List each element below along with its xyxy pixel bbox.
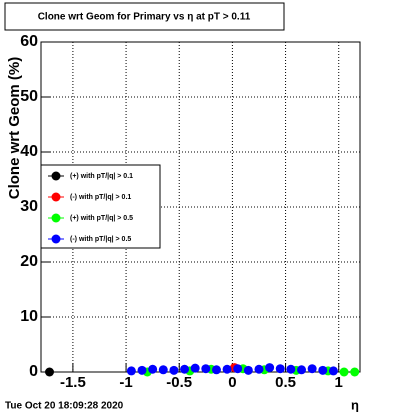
legend-label: (+) with pT/|q| > 0.5 xyxy=(70,215,133,222)
legend-marker xyxy=(51,234,61,244)
marker xyxy=(328,366,338,376)
legend-label: (-) with pT/|q| > 0.5 xyxy=(70,236,131,243)
y-tick-label: 10 xyxy=(20,308,38,325)
marker xyxy=(275,364,285,374)
marker xyxy=(339,367,349,377)
x-tick-label: -0.5 xyxy=(166,374,192,391)
y-tick-label: 60 xyxy=(20,33,38,50)
marker xyxy=(243,365,253,375)
marker xyxy=(148,364,158,374)
x-tick-label: 0.5 xyxy=(275,374,296,391)
marker xyxy=(233,364,243,374)
marker xyxy=(211,365,221,375)
x-tick-label: -1.5 xyxy=(60,374,86,391)
chart-title: Clone wrt Geom for Primary vs η at pT > … xyxy=(38,12,251,23)
marker xyxy=(318,365,328,375)
y-tick-label: 30 xyxy=(20,198,38,215)
marker xyxy=(158,365,168,375)
title-box xyxy=(4,2,285,31)
x-axis-label: η xyxy=(351,397,359,412)
marker xyxy=(222,364,232,374)
marker xyxy=(180,364,190,374)
legend-label: (+) with pT/|q| > 0.1 xyxy=(70,173,133,180)
y-axis-label: Clone wrt Geom (%) xyxy=(6,57,23,200)
marker xyxy=(201,364,211,374)
legend-box xyxy=(40,164,161,249)
marker xyxy=(350,367,360,377)
y-tick-label: 20 xyxy=(20,253,38,270)
marker xyxy=(169,365,179,375)
y-tick-label: 40 xyxy=(20,143,38,160)
marker xyxy=(297,365,307,375)
marker xyxy=(126,366,136,376)
marker xyxy=(137,365,147,375)
marker xyxy=(254,364,264,374)
legend-marker xyxy=(51,171,61,181)
marker xyxy=(265,363,275,373)
x-tick-label: -1 xyxy=(119,374,132,391)
marker xyxy=(286,364,296,374)
marker xyxy=(307,364,317,374)
legend-label: (-) with pT/|q| > 0.1 xyxy=(70,194,131,201)
marker xyxy=(190,363,200,373)
y-tick-label: 0 xyxy=(29,363,38,380)
x-tick-label: 0 xyxy=(228,374,236,391)
footer: Tue Oct 20 18:09:28 2020 xyxy=(5,401,124,412)
x-tick-label: 1 xyxy=(335,374,343,391)
legend-marker xyxy=(51,192,61,202)
marker xyxy=(45,367,55,377)
y-tick-label: 50 xyxy=(20,88,38,105)
legend-marker xyxy=(51,213,61,223)
